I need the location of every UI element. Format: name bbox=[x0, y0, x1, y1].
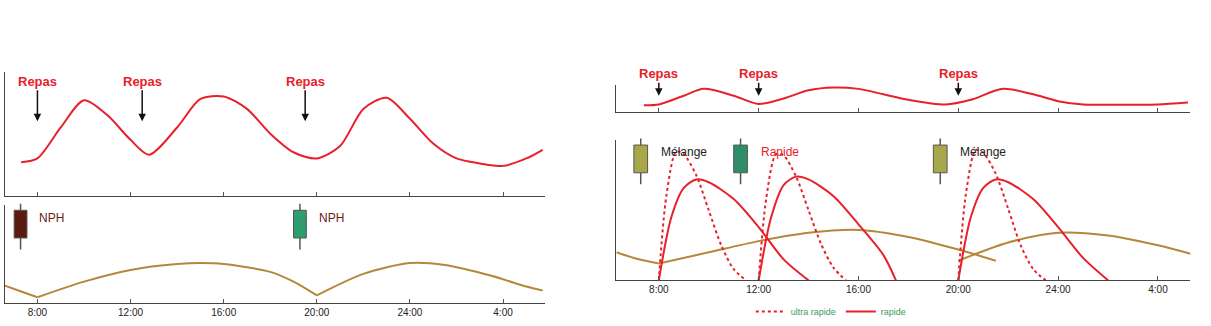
svg-text:Repas: Repas bbox=[286, 74, 325, 89]
svg-text:NPH: NPH bbox=[39, 211, 64, 225]
svg-text:4:00: 4:00 bbox=[493, 307, 513, 318]
svg-text:Repas: Repas bbox=[123, 74, 162, 89]
svg-text:8:00: 8:00 bbox=[649, 284, 669, 295]
svg-text:ultra rapide: ultra rapide bbox=[791, 307, 836, 317]
svg-text:20:00: 20:00 bbox=[946, 284, 971, 295]
svg-text:Repas: Repas bbox=[18, 74, 57, 89]
svg-text:12:00: 12:00 bbox=[118, 307, 143, 318]
svg-text:Repas: Repas bbox=[639, 66, 678, 81]
svg-text:rapide: rapide bbox=[881, 307, 906, 317]
svg-text:NPH: NPH bbox=[319, 211, 344, 225]
svg-text:8:00: 8:00 bbox=[28, 307, 48, 318]
svg-text:4:00: 4:00 bbox=[1148, 284, 1168, 295]
svg-text:24:00: 24:00 bbox=[397, 307, 422, 318]
svg-text:20:00: 20:00 bbox=[304, 307, 329, 318]
svg-text:Mélange: Mélange bbox=[960, 145, 1006, 159]
svg-text:Rapide: Rapide bbox=[761, 145, 799, 159]
svg-text:24:00: 24:00 bbox=[1046, 284, 1071, 295]
svg-text:Repas: Repas bbox=[739, 66, 778, 81]
svg-text:16:00: 16:00 bbox=[846, 284, 871, 295]
svg-text:Repas: Repas bbox=[939, 66, 978, 81]
svg-text:Mélange: Mélange bbox=[661, 145, 707, 159]
svg-text:16:00: 16:00 bbox=[211, 307, 236, 318]
svg-text:12:00: 12:00 bbox=[746, 284, 771, 295]
